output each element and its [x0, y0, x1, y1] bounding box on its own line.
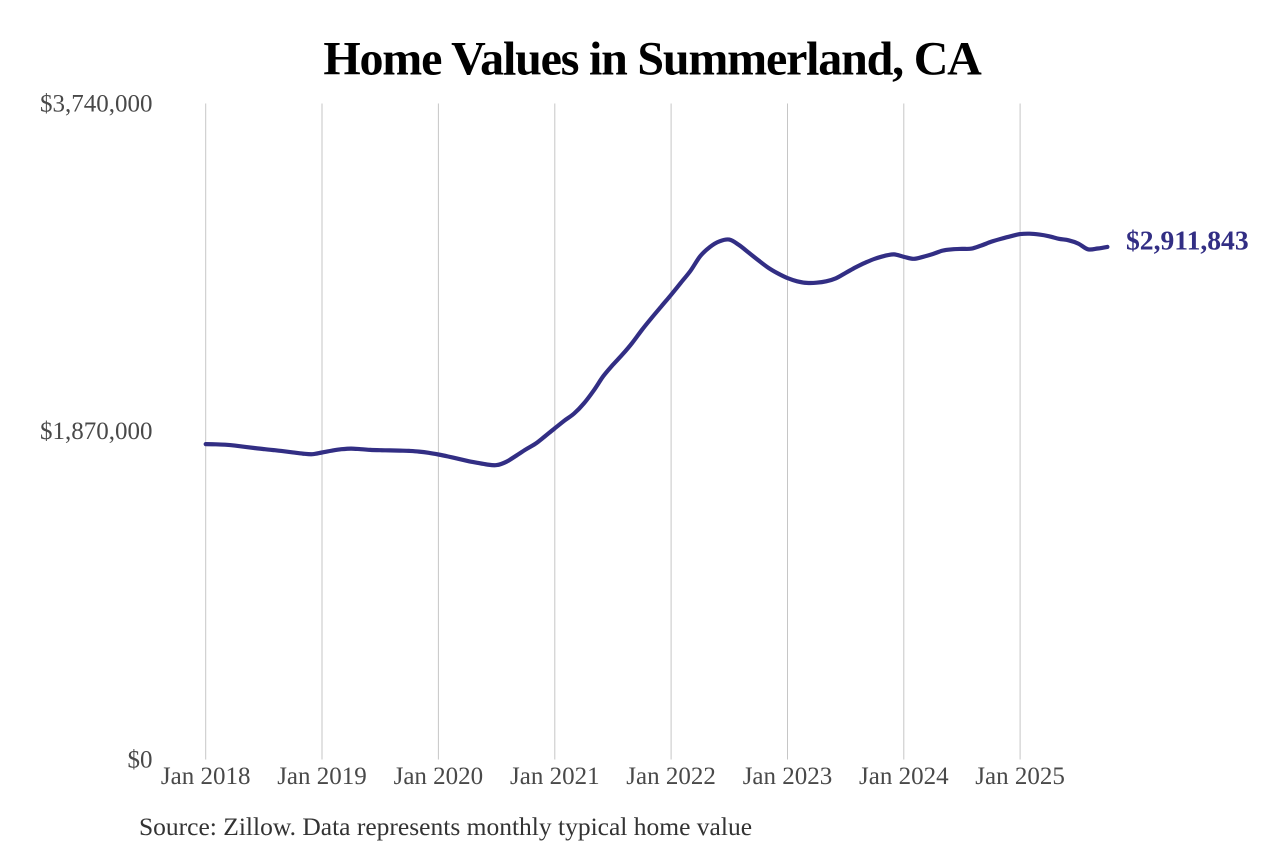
svg-text:Jan 2019: Jan 2019 [277, 763, 367, 790]
svg-text:Jan 2020: Jan 2020 [394, 763, 484, 790]
svg-text:$0: $0 [128, 747, 153, 774]
svg-text:Jan 2022: Jan 2022 [626, 763, 716, 790]
svg-text:Jan 2023: Jan 2023 [743, 763, 833, 790]
svg-text:$3,740,000: $3,740,000 [40, 91, 153, 118]
svg-text:Jan 2018: Jan 2018 [161, 763, 251, 790]
svg-text:Jan 2021: Jan 2021 [510, 763, 600, 790]
svg-text:$2,911,843: $2,911,843 [1126, 225, 1249, 256]
svg-text:$1,870,000: $1,870,000 [40, 418, 153, 445]
svg-text:Jan 2024: Jan 2024 [859, 763, 949, 790]
svg-text:Jan 2025: Jan 2025 [975, 763, 1065, 790]
svg-text:Home Values in Summerland, CA: Home Values in Summerland, CA [323, 33, 982, 86]
svg-text:Source: Zillow. Data represent: Source: Zillow. Data represents monthly … [139, 812, 752, 841]
